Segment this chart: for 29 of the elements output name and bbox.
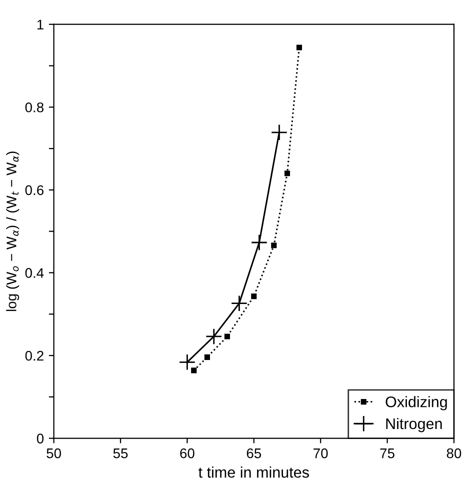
- point: [204, 354, 210, 360]
- x-tick-label: 75: [380, 448, 394, 458]
- point: [206, 328, 222, 345]
- y-tick-label: 0.2: [25, 350, 44, 361]
- legend-label: Nitrogen: [386, 418, 442, 432]
- point: [284, 170, 290, 176]
- y-tick-label: 0.4: [25, 268, 44, 278]
- x-tick-label: 60: [180, 448, 194, 458]
- point: [251, 294, 257, 300]
- point: [191, 368, 197, 374]
- point: [250, 234, 268, 251]
- point: [224, 334, 230, 340]
- point: [296, 44, 302, 50]
- point: [270, 124, 288, 141]
- x-tick-label: 65: [246, 448, 262, 458]
- x-tick-label: 80: [446, 448, 462, 458]
- x-tick-label: 70: [314, 448, 328, 458]
- text: log (W$_{o}$ − W$_{α}$) / (W$_{t}$ − W$_{α}$): [6, 152, 20, 312]
- y-tick-label: 0.8: [25, 102, 44, 112]
- x-axis-title: t time in minutes: [198, 466, 309, 478]
- legend-label: Oxidizing: [386, 396, 447, 410]
- y-tick-label: 0.6: [25, 185, 44, 196]
- point: [178, 354, 196, 370]
- y-tick-label: 1: [37, 20, 44, 30]
- point: [230, 295, 248, 312]
- x-tick-label: 55: [113, 448, 128, 458]
- point: [271, 242, 277, 248]
- x-tick-label: 50: [46, 448, 61, 458]
- y-tick-label: 0: [36, 434, 44, 444]
